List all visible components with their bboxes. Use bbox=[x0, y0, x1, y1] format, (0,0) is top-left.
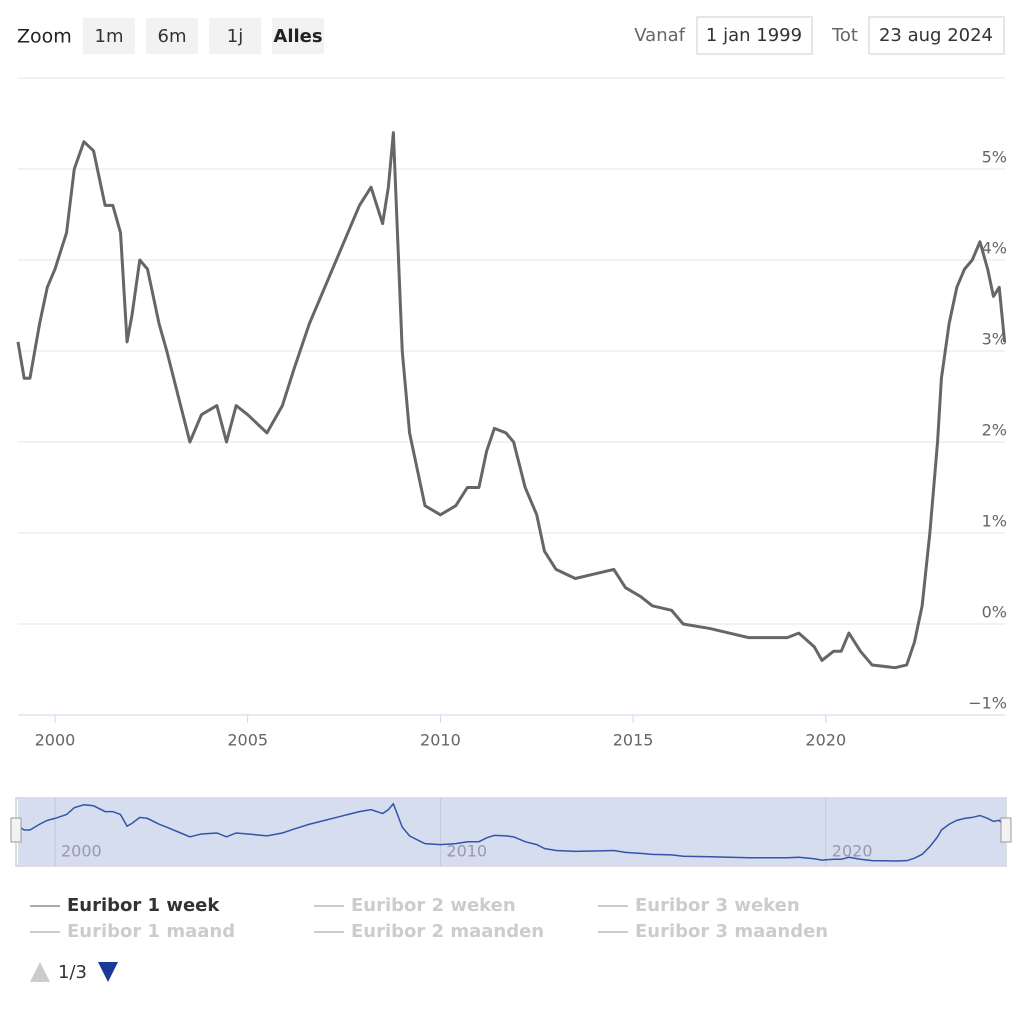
navigator-tick-label: 2020 bbox=[832, 842, 873, 861]
from-label: Vanaf bbox=[634, 25, 685, 46]
to-input[interactable] bbox=[868, 16, 1005, 55]
legend-page-up[interactable] bbox=[30, 962, 50, 982]
navigator-tick-label: 2000 bbox=[61, 842, 102, 861]
legend-item[interactable]: Euribor 2 weken bbox=[351, 895, 516, 916]
zoom-button[interactable] bbox=[146, 18, 198, 54]
zoom-button[interactable] bbox=[83, 18, 135, 54]
y-tick-label: 5% bbox=[982, 148, 1007, 167]
legend-page-down[interactable] bbox=[98, 962, 118, 982]
navigator-tick-label: 2010 bbox=[446, 842, 487, 861]
zoom-button-label[interactable]: 6m bbox=[158, 26, 187, 47]
zoom-button[interactable] bbox=[272, 18, 324, 54]
legend-page: 1/3 bbox=[58, 962, 87, 983]
zoom-button-label[interactable]: 1m bbox=[95, 26, 124, 47]
navigator-mask bbox=[18, 798, 1005, 866]
y-tick-label: −1% bbox=[968, 694, 1007, 713]
x-tick-label: 2005 bbox=[227, 731, 268, 750]
y-tick-label: 1% bbox=[982, 512, 1007, 531]
series-line bbox=[16, 131, 1007, 670]
y-tick-label: 3% bbox=[982, 330, 1007, 349]
to-label: Tot bbox=[831, 25, 858, 46]
navigator-line bbox=[17, 802, 1006, 862]
zoom-label: Zoom bbox=[17, 26, 72, 48]
y-tick-label: 2% bbox=[982, 421, 1007, 440]
legend-item[interactable]: Euribor 1 week bbox=[67, 895, 220, 916]
zoom-button-label[interactable]: 1j bbox=[227, 26, 243, 47]
legend-item[interactable]: Euribor 2 maanden bbox=[351, 921, 544, 942]
zoom-button-label[interactable]: Alles bbox=[273, 26, 322, 47]
to-value[interactable]: 23 aug 2024 bbox=[879, 25, 993, 46]
from-value[interactable]: 1 jan 1999 bbox=[706, 25, 802, 46]
x-tick-label: 2000 bbox=[35, 731, 76, 750]
x-tick-label: 2010 bbox=[420, 731, 461, 750]
legend-item[interactable]: Euribor 3 maanden bbox=[635, 921, 828, 942]
x-tick-label: 2020 bbox=[805, 731, 846, 750]
navigator-handle[interactable] bbox=[1000, 817, 1012, 843]
y-tick-label: 4% bbox=[982, 239, 1007, 258]
legend-item[interactable]: Euribor 1 maand bbox=[67, 921, 235, 942]
zoom-button[interactable] bbox=[209, 18, 261, 54]
x-tick-label: 2015 bbox=[613, 731, 654, 750]
legend-item[interactable]: Euribor 3 weken bbox=[635, 895, 800, 916]
y-tick-label: 0% bbox=[982, 603, 1007, 622]
navigator-handle[interactable] bbox=[10, 817, 22, 843]
from-input[interactable] bbox=[696, 16, 813, 55]
